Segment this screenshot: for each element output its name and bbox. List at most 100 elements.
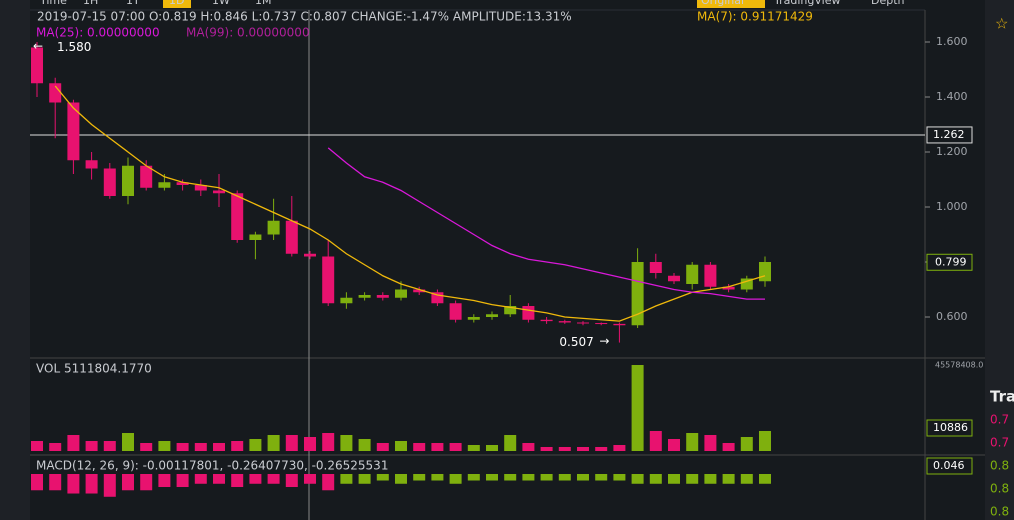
candle-body (376, 295, 389, 298)
volume-bar (759, 474, 771, 484)
volume-bar (31, 474, 43, 491)
volume-bar (431, 474, 444, 481)
y-tick-label: 1.400 (936, 90, 968, 103)
volume-bar (140, 474, 153, 491)
volume-bar (431, 442, 444, 451)
volume-bar (49, 474, 62, 491)
volume-bar (31, 440, 43, 451)
candle-body (158, 182, 171, 188)
volume-bar (504, 434, 517, 451)
interval[interactable]: 1M (255, 0, 272, 7)
volume-bar (649, 430, 662, 451)
ma99-info: MA(99): 0.00000000 (186, 26, 310, 40)
candle-body (194, 185, 207, 191)
candle-body (558, 321, 571, 323)
candle-body (285, 220, 298, 254)
candle-body (213, 190, 225, 194)
candle-body (231, 193, 244, 240)
volume-bar (122, 432, 134, 451)
volume-bar (285, 474, 298, 488)
star-icon[interactable]: ☆ (995, 15, 1008, 33)
candle-body (413, 289, 426, 293)
volume-bar (213, 442, 225, 451)
volume-bar (413, 474, 426, 481)
volume-bar (467, 474, 480, 481)
candle-body (358, 295, 371, 298)
volume-bar (285, 434, 298, 451)
volume-bar (558, 446, 571, 451)
volume-bar (722, 474, 735, 484)
interval-active (163, 0, 191, 8)
volume-bar (176, 474, 189, 488)
pane-title: VOL 5111804.1770 (36, 362, 152, 376)
ohlc-info: 2019-07-15 07:00 O:0.819 H:0.846 L:0.737… (37, 10, 572, 24)
pane-last-box (926, 419, 973, 437)
interval[interactable]: 1D (169, 0, 184, 7)
volume-bar (704, 474, 717, 484)
volume-bar (376, 442, 389, 451)
volume-bar (613, 444, 626, 451)
volume-bar (194, 442, 207, 451)
side-price: 0.8 (990, 482, 1009, 496)
volume-bar (613, 474, 626, 481)
volume-bar (686, 474, 699, 484)
crosshair-label: 1.262 (933, 128, 965, 141)
ma-line (327, 147, 765, 300)
candle-body (304, 253, 316, 257)
volume-bar (249, 474, 262, 484)
side-panel (985, 0, 1014, 520)
volume-bar (486, 474, 498, 481)
view-tab[interactable]: Original (701, 0, 744, 7)
view-tab[interactable]: Depth (871, 0, 905, 7)
last-label: 0.799 (935, 255, 967, 268)
volume-bar (194, 474, 207, 484)
candle-body (140, 165, 153, 188)
y-tick-label: 1.000 (936, 200, 968, 213)
crosshair-box (926, 126, 973, 144)
volume-bar (231, 440, 244, 451)
y-tick-label: 1.600 (936, 35, 968, 48)
candle-body (267, 220, 280, 235)
low-label: 0.507 (559, 335, 593, 349)
interval[interactable]: 1W (212, 0, 230, 7)
pane-title: MACD(12, 26, 9): -0.00117801, -0.2640773… (36, 459, 388, 473)
volume-bar (67, 474, 80, 494)
candle-body (595, 323, 608, 325)
candle-body (649, 262, 662, 273)
candle-body (176, 182, 189, 185)
candle-body (759, 262, 771, 282)
side-price: 0.8 (990, 505, 1009, 519)
volume-bar (249, 438, 262, 451)
side-title: Trad (990, 388, 1014, 406)
candle-body (249, 234, 262, 240)
volume-bar (413, 442, 426, 451)
view-tab[interactable]: TradingView (773, 0, 840, 7)
ma-line (54, 85, 766, 322)
volume-bar (595, 474, 608, 481)
interval[interactable]: Time (39, 0, 67, 7)
candle-body (577, 322, 589, 324)
volume-bar (231, 474, 244, 488)
candle-body (103, 168, 116, 196)
candle-body (395, 289, 407, 298)
volume-bar (504, 474, 517, 481)
volume-bar (522, 442, 535, 451)
volume-bar (740, 436, 753, 451)
high-label: 1.580 (57, 40, 91, 54)
volume-bar (631, 365, 644, 451)
volume-bar (85, 474, 98, 494)
volume-bar (486, 444, 498, 451)
interval[interactable]: 1T (126, 0, 140, 7)
candle-body (486, 314, 498, 317)
candle-body (504, 306, 517, 315)
candle-body (613, 323, 626, 326)
volume-bar (176, 442, 189, 451)
interval[interactable]: 1H (83, 0, 98, 7)
volume-bar (140, 442, 153, 451)
volume-bar (267, 434, 280, 451)
volume-bar (213, 474, 225, 484)
volume-bar (668, 438, 680, 451)
ma25-info: MA(25): 0.00000000 (36, 26, 160, 40)
volume-bar (158, 440, 171, 451)
